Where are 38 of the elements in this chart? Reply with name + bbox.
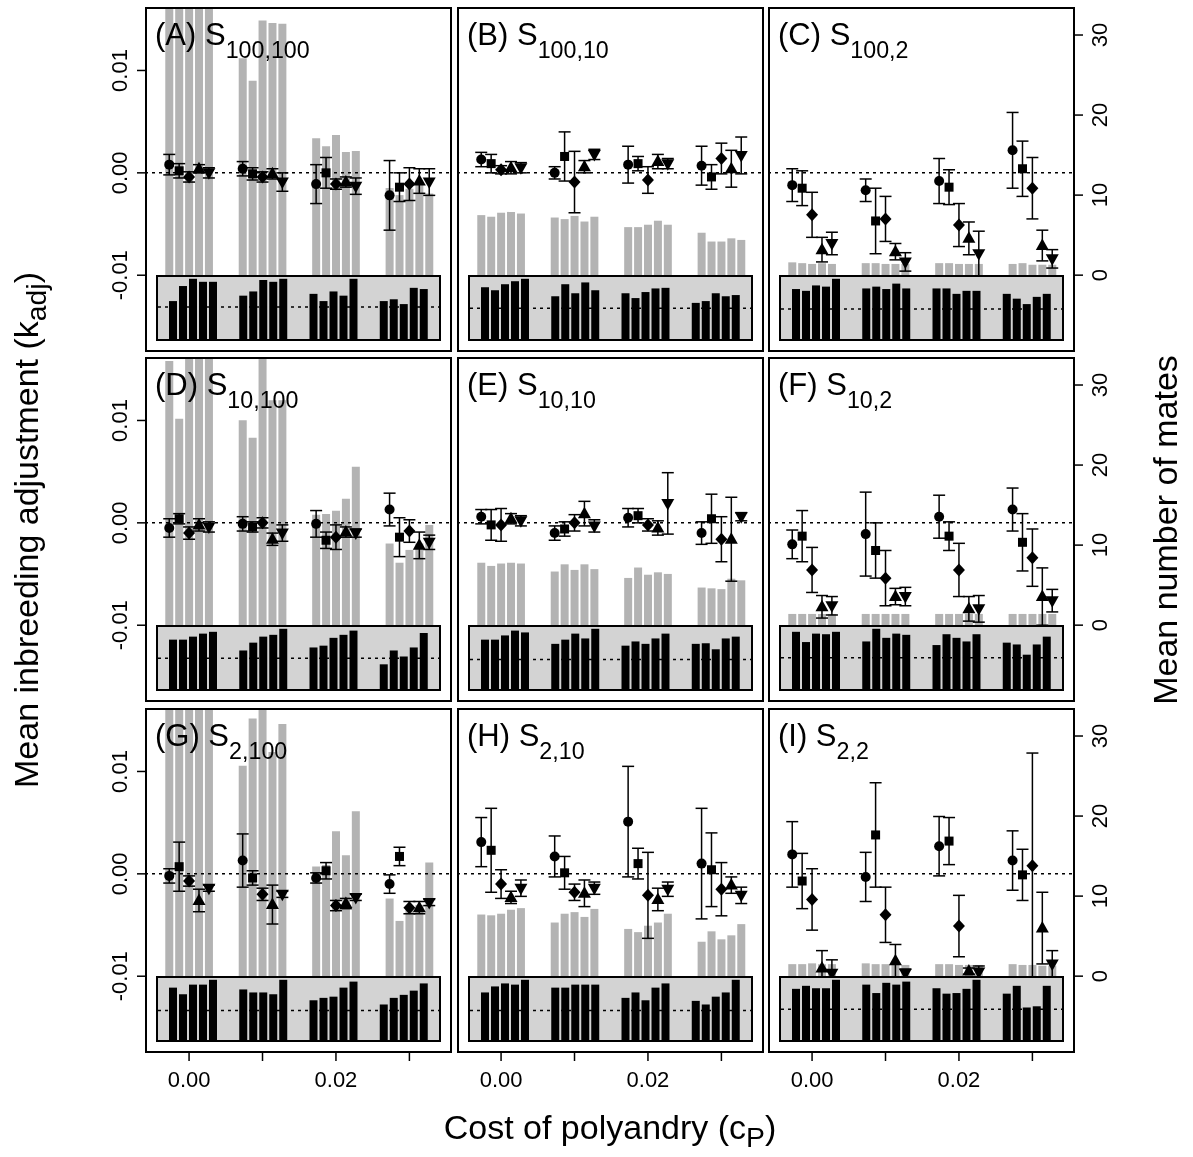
text: (A) S$_{100,100}$ [155, 17, 310, 63]
y2-tick-label: 0 [1087, 619, 1112, 632]
y2-tick-label: 10 [1087, 182, 1112, 208]
text: (B) S$_{100,10}$ [466, 17, 609, 63]
y2-tick-label: 10 [1087, 883, 1112, 909]
y2-tick-label: 30 [1087, 22, 1112, 48]
y2-tick-label: 30 [1087, 723, 1112, 749]
x-tick-label: 0.02 [626, 1066, 669, 1092]
y2-axis-title: Mean number of mates [1145, 355, 1185, 705]
y2-tick-label: 0 [1087, 269, 1112, 282]
y2-tick-label: 0 [1087, 969, 1112, 983]
x-tick-label: 0.00 [790, 1066, 834, 1092]
x-axis-title: Cost of polyandry (c$_{P}$) [443, 1107, 777, 1154]
x-tick-label: 0.02 [314, 1066, 358, 1092]
text: (F) S$_{10,2}$ [778, 367, 893, 414]
y-tick-label: -0.01 [107, 950, 132, 1002]
y-tick-label: 0.01 [107, 399, 132, 443]
y2-tick-label: 10 [1087, 533, 1112, 558]
x-tick-label: 0.00 [167, 1066, 211, 1092]
y-tick-label: 0.01 [107, 749, 132, 793]
y2-tick-label: 20 [1087, 803, 1112, 829]
text: (E) S$_{10,10}$ [466, 367, 596, 414]
text: (C) S$_{100,2}$ [778, 17, 909, 63]
x-tick-label: 0.02 [937, 1066, 981, 1092]
text: (H) S$_{2,10}$ [466, 717, 585, 764]
y-tick-label: 0.00 [107, 852, 132, 896]
y2-tick-label: 30 [1087, 373, 1112, 398]
y-tick-label: 0.01 [107, 49, 132, 92]
y2-tick-label: 20 [1087, 453, 1112, 478]
text: (G) S$_{2,100}$ [155, 717, 288, 764]
text: (I) S$_{2,2}$ [778, 717, 869, 764]
y-tick-label: 0.00 [107, 151, 132, 195]
y-tick-label: -0.01 [107, 250, 132, 301]
text: (D) S$_{10,100}$ [155, 367, 299, 414]
y-tick-label: -0.01 [107, 600, 132, 651]
y2-tick-label: 20 [1087, 102, 1112, 128]
y-tick-label: 0.00 [107, 501, 132, 545]
x-tick-label: 0.00 [479, 1066, 522, 1092]
